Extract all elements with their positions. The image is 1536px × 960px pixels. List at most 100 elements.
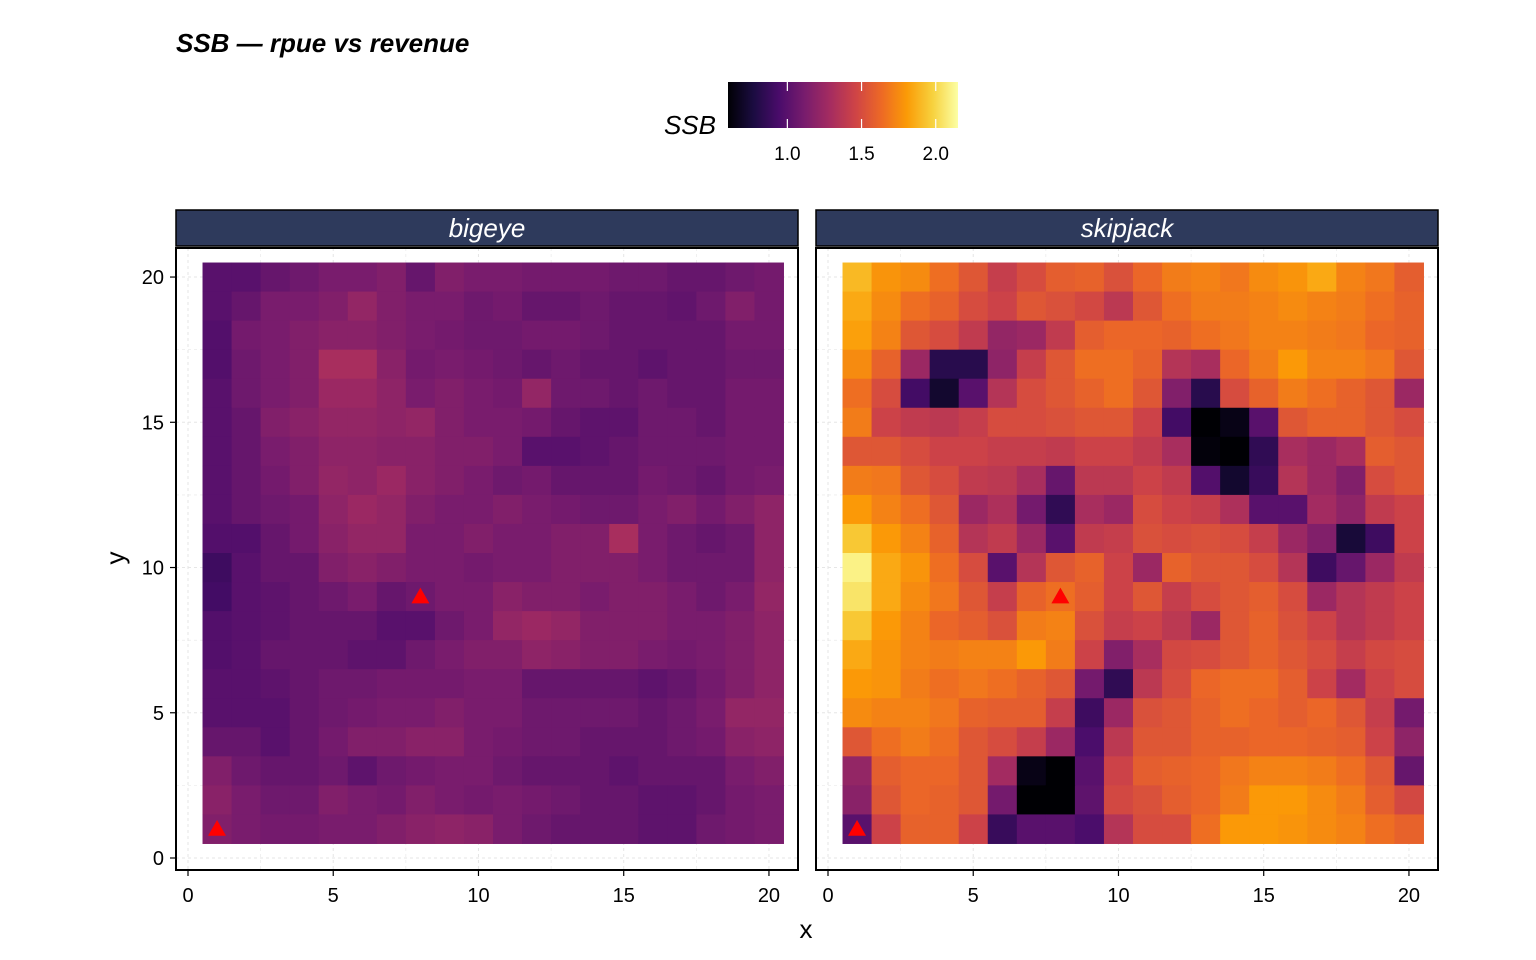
heatmap-tile: [1336, 640, 1366, 670]
heatmap-tile: [1249, 349, 1279, 380]
heatmap-tile: [871, 320, 902, 351]
heatmap-tile: [609, 291, 639, 322]
heatmap-tile: [231, 814, 262, 844]
heatmap-tile: [842, 553, 873, 583]
heatmap-tile: [667, 611, 697, 641]
heatmap-tile: [725, 698, 755, 728]
heatmap-tile: [522, 523, 552, 554]
heatmap-tile: [1365, 378, 1395, 409]
heatmap-tile: [260, 727, 291, 757]
heatmap-tile: [522, 378, 552, 409]
heatmap-tile: [1278, 785, 1308, 815]
heatmap-tile: [1336, 611, 1366, 641]
legend-tick-label: 1.0: [774, 144, 800, 165]
heatmap-tile: [1103, 407, 1134, 438]
heatmap-tile: [929, 320, 960, 351]
heatmap-tile: [609, 582, 639, 612]
heatmap-tile: [1045, 349, 1076, 380]
heatmap-tile: [1336, 814, 1366, 844]
heatmap-tile: [1016, 436, 1047, 467]
heatmap-tile: [202, 494, 233, 525]
heatmap-tile: [463, 407, 494, 438]
heatmap-tile: [1191, 582, 1221, 612]
heatmap-tile: [1249, 698, 1279, 728]
heatmap-tile: [493, 814, 523, 844]
heatmap-tile: [1307, 494, 1337, 525]
heatmap-tile: [958, 320, 989, 351]
heatmap-tile: [609, 553, 639, 583]
heatmap-tile: [1133, 407, 1163, 438]
heatmap-tile: [725, 291, 755, 322]
heatmap-tile: [754, 814, 784, 844]
x-tick-label: 10: [1107, 885, 1129, 907]
heatmap-tile: [318, 727, 349, 757]
heatmap-tile: [1307, 407, 1337, 438]
heatmap-tile: [987, 436, 1018, 467]
heatmap-tile: [580, 611, 610, 641]
heatmap-tile: [667, 582, 697, 612]
heatmap-tile: [929, 611, 960, 641]
heatmap-tile: [522, 291, 552, 322]
heatmap-tile: [493, 611, 523, 641]
heatmap-tile: [580, 553, 610, 583]
heatmap-tile: [609, 698, 639, 728]
heatmap-tile: [463, 669, 494, 699]
heatmap-tile: [347, 756, 378, 786]
heatmap-tile: [434, 756, 465, 786]
heatmap-tile: [609, 262, 639, 293]
heatmap-tile: [871, 494, 902, 525]
heatmap-tile: [638, 582, 668, 612]
heatmap-tile: [1191, 349, 1221, 380]
heatmap-tile: [929, 407, 960, 438]
heatmap-tile: [1278, 611, 1308, 641]
heatmap-tile: [318, 436, 349, 467]
heatmap-tile: [1220, 698, 1250, 728]
heatmap-tile: [1016, 320, 1047, 351]
heatmap-tile: [900, 349, 931, 380]
heatmap-tile: [347, 640, 378, 670]
heatmap-tile: [1307, 727, 1337, 757]
heatmap-tile: [1249, 523, 1279, 554]
heatmap-tile: [754, 436, 784, 467]
heatmap-tile: [580, 727, 610, 757]
x-tick-label: 10: [467, 885, 489, 907]
heatmap-tile: [1336, 291, 1366, 322]
heatmap-tile: [1336, 320, 1366, 351]
heatmap-tile: [522, 640, 552, 670]
heatmap-tile: [1249, 291, 1279, 322]
heatmap-tile: [1016, 494, 1047, 525]
heatmap-tile: [638, 611, 668, 641]
heatmap-tile: [667, 698, 697, 728]
heatmap-tile: [1016, 640, 1047, 670]
heatmap-tile: [260, 291, 291, 322]
heatmap-tile: [1074, 553, 1105, 583]
heatmap-tile: [231, 698, 262, 728]
heatmap-tile: [958, 785, 989, 815]
heatmap-tile: [638, 320, 668, 351]
heatmap-tile: [551, 407, 581, 438]
heatmap-tile: [1220, 465, 1250, 496]
heatmap-tile: [1162, 756, 1192, 786]
heatmap-tile: [667, 407, 697, 438]
heatmap-tile: [522, 436, 552, 467]
heatmap-tile: [405, 349, 436, 380]
heatmap-tile: [493, 698, 523, 728]
heatmap-tile: [1016, 582, 1047, 612]
heatmap-tile: [318, 407, 349, 438]
heatmap-tile: [318, 465, 349, 496]
heatmap-tile: [667, 814, 697, 844]
heatmap-tile: [463, 320, 494, 351]
heatmap-tile: [231, 291, 262, 322]
heatmap-tile: [551, 291, 581, 322]
heatmap-tile: [1191, 465, 1221, 496]
x-tick-label: 5: [328, 885, 339, 907]
heatmap-tile: [1336, 553, 1366, 583]
heatmap-tile: [958, 291, 989, 322]
heatmap-tile: [1336, 262, 1366, 293]
heatmap-tile: [376, 727, 407, 757]
heatmap-tile: [667, 785, 697, 815]
heatmap-tile: [434, 349, 465, 380]
heatmap-tile: [434, 553, 465, 583]
heatmap-tile: [1336, 378, 1366, 409]
heatmap-tile: [463, 465, 494, 496]
